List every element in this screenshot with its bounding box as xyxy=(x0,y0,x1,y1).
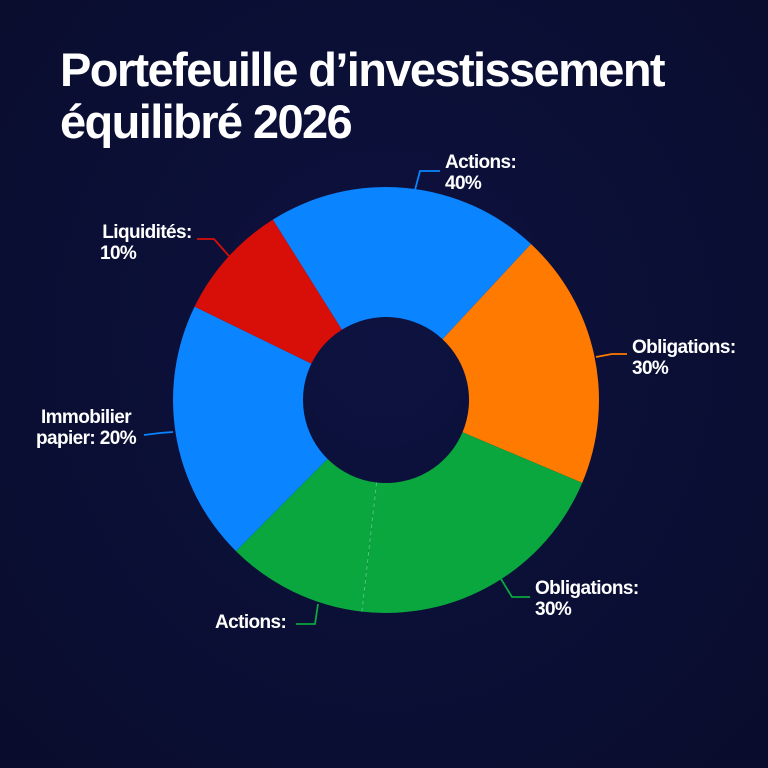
leader-line-actions-bottom xyxy=(296,603,319,625)
label-liquidites-value: 10% xyxy=(100,243,137,264)
leader-line-obligations-bottom xyxy=(500,578,530,598)
leader-line-actions-top xyxy=(414,170,440,191)
label-actions-bottom: Actions: xyxy=(215,612,287,633)
label-immobilier-value: papier: 20% xyxy=(35,428,137,449)
label-immobilier: Immobilier papier: 20% xyxy=(24,407,148,449)
label-actions-top: Actions: 40% xyxy=(445,152,517,194)
label-liquidites-name: Liquidités: xyxy=(102,222,192,243)
leader-line-immobilier xyxy=(143,431,174,436)
label-obligations-right-value: 30% xyxy=(632,358,669,379)
label-obligations-bottom-name: Obligations: xyxy=(535,578,639,599)
leader-line-liquidites xyxy=(197,238,230,257)
chart-title-line-1: Portefeuille d’investissement xyxy=(60,43,666,96)
segment-actions-top xyxy=(272,187,531,340)
leader-line-obligations-right xyxy=(595,353,627,358)
green-divider-line xyxy=(361,482,377,612)
segment-obligations-green xyxy=(361,432,583,613)
segment-liquidites xyxy=(194,219,342,364)
label-liquidites: Liquidités: 10% xyxy=(92,222,202,264)
label-obligations-right: Obligations: 30% xyxy=(632,337,736,379)
segment-immobilier xyxy=(173,306,328,552)
label-obligations-bottom: Obligations: 30% xyxy=(535,578,639,620)
chart-title-line-2: équilibré 2026 xyxy=(60,95,353,148)
segment-obligations-orange xyxy=(442,244,599,483)
label-obligations-right-name: Obligations: xyxy=(632,337,736,358)
chart-title: Portefeuille d’investissement équilibré … xyxy=(60,44,740,148)
segment-actions-green xyxy=(235,458,377,612)
label-actions-top-value: 40% xyxy=(445,173,482,194)
label-actions-top-name: Actions: xyxy=(445,152,517,173)
label-actions-bottom-name: Actions: xyxy=(215,612,287,633)
label-obligations-bottom-value: 30% xyxy=(535,599,572,620)
label-immobilier-name: Immobilier xyxy=(40,407,132,428)
